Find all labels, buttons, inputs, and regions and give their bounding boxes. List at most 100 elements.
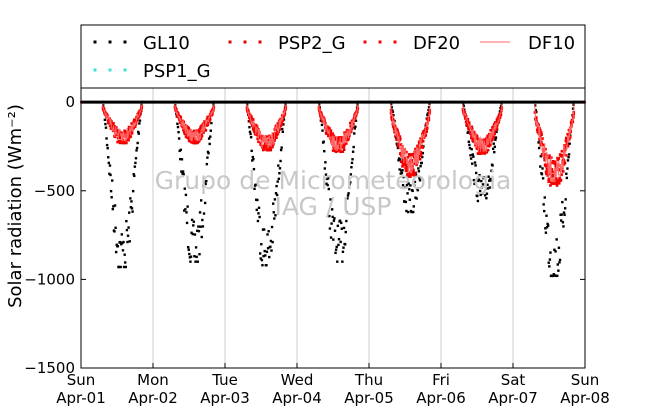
data-point-df20: [325, 128, 328, 132]
data-point-gl10: [489, 179, 493, 182]
data-point-gl10: [476, 194, 479, 198]
data-point-psp2_g: [407, 175, 410, 178]
data-point-df20: [130, 132, 134, 135]
data-point-df20: [420, 145, 424, 149]
data-point-df20: [122, 140, 126, 144]
x-tick-label-day: Fri: [432, 371, 450, 389]
data-point-gl10: [494, 136, 498, 139]
data-point-gl10: [112, 205, 115, 208]
data-point-gl10: [252, 157, 255, 161]
data-point-gl10: [194, 246, 198, 249]
data-point-gl10: [198, 211, 202, 214]
data-point-gl10: [480, 186, 484, 189]
data-point-psp2_g: [418, 157, 422, 161]
data-point-gl10: [333, 217, 336, 220]
data-point-gl10: [270, 225, 274, 229]
data-point-df20: [111, 126, 115, 129]
data-point-gl10: [411, 189, 414, 193]
data-point-psp2_g: [132, 118, 136, 122]
data-point-df20: [205, 123, 209, 127]
y-tick-label: −500: [34, 182, 75, 200]
data-point-gl10: [197, 229, 201, 233]
data-point-df20: [280, 123, 283, 126]
data-point-psp2_g: [342, 148, 346, 151]
data-point-gl10: [114, 250, 118, 254]
data-point-psp2_g: [202, 131, 205, 134]
data-point-gl10: [344, 230, 347, 234]
data-point-gl10: [492, 142, 495, 145]
data-point-gl10: [418, 179, 422, 182]
data-point-gl10: [206, 150, 210, 154]
data-point-df20: [107, 119, 111, 122]
data-point-gl10: [192, 220, 196, 223]
data-point-gl10: [556, 263, 559, 266]
data-point-psp2_g: [113, 124, 116, 128]
x-tick-label-date: Apr-04: [272, 389, 322, 407]
data-point-gl10: [126, 240, 129, 244]
data-point-df20: [547, 177, 551, 181]
watermark: Grupo de Micrometeorologia IAG / USP: [155, 166, 512, 221]
data-point-psp2_g: [543, 158, 547, 162]
data-point-df20: [399, 151, 403, 155]
data-point-gl10: [201, 225, 205, 228]
data-point-psp2_g: [127, 127, 131, 131]
data-point-df20: [540, 143, 544, 146]
data-point-psp2_g: [274, 134, 277, 137]
data-point-df20: [412, 152, 415, 156]
data-point-gl10: [491, 164, 494, 167]
data-point-gl10: [138, 119, 142, 122]
data-point-gl10: [467, 131, 470, 134]
data-point-psp2_g: [192, 129, 196, 133]
data-point-gl10: [205, 162, 209, 166]
data-point-psp2_g: [273, 138, 277, 141]
data-point-gl10: [326, 183, 329, 187]
data-point-gl10: [337, 237, 341, 241]
x-tick-label-day: Tue: [211, 371, 238, 389]
data-point-df20: [397, 132, 400, 136]
data-point-gl10: [273, 198, 277, 201]
data-point-gl10: [265, 250, 269, 253]
data-point-gl10: [202, 184, 205, 187]
legend-swatch-gl10: [123, 40, 127, 44]
data-point-gl10: [111, 179, 114, 182]
data-point-gl10: [205, 179, 208, 183]
data-point-gl10: [327, 177, 330, 180]
data-point-gl10: [351, 158, 354, 161]
data-point-gl10: [399, 158, 402, 161]
data-point-df20: [260, 138, 264, 142]
data-point-df20: [416, 144, 419, 148]
data-point-gl10: [257, 206, 261, 209]
data-point-gl10: [353, 127, 357, 130]
data-point-gl10: [110, 196, 113, 199]
data-point-gl10: [554, 250, 557, 253]
data-point-psp2_g: [278, 128, 281, 131]
data-point-gl10: [491, 147, 495, 151]
data-point-df20: [478, 151, 482, 154]
data-point-df20: [321, 120, 324, 123]
data-point-df20: [411, 168, 415, 171]
data-point-df20: [492, 135, 495, 139]
data-point-gl10: [557, 269, 560, 272]
data-point-df20: [406, 155, 410, 159]
data-point-psp2_g: [334, 150, 338, 154]
data-point-gl10: [481, 183, 485, 186]
data-point-df20: [333, 149, 336, 153]
data-point-gl10: [103, 118, 107, 122]
data-point-gl10: [329, 236, 333, 239]
data-point-psp2_g: [545, 172, 548, 176]
data-point-gl10: [547, 261, 550, 264]
data-point-gl10: [538, 139, 541, 143]
data-point-gl10: [107, 161, 111, 165]
data-point-df20: [208, 119, 211, 123]
data-point-gl10: [415, 197, 418, 200]
data-point-gl10: [552, 273, 556, 276]
data-point-df20: [137, 115, 140, 119]
data-point-df20: [496, 116, 500, 120]
data-point-df20: [405, 169, 409, 172]
legend-swatch-psp1_g: [93, 68, 97, 72]
data-point-psp2_g: [563, 161, 567, 165]
data-point-gl10: [109, 189, 113, 193]
data-point-psp2_g: [421, 139, 425, 143]
data-point-gl10: [426, 112, 430, 115]
y-axis-label: Solar radiation (Wm⁻²): [5, 104, 26, 308]
